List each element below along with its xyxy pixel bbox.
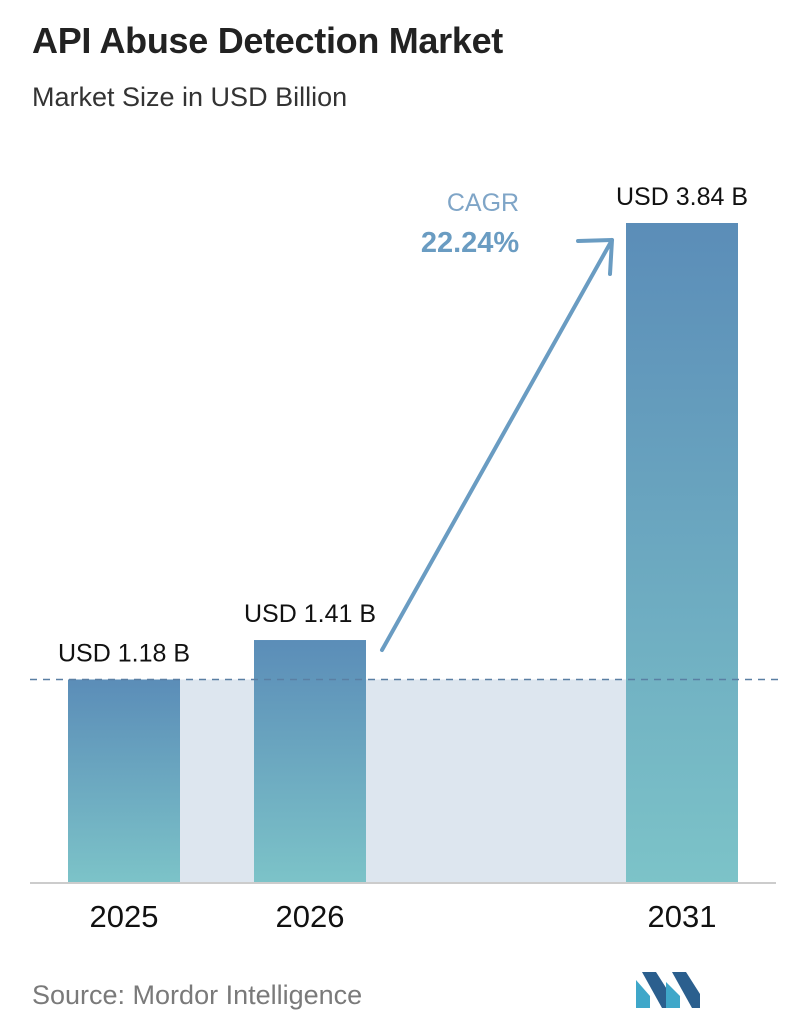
bar-2025	[68, 679, 180, 882]
chart-subtitle: Market Size in USD Billion	[32, 82, 348, 112]
cagr-label: CAGR	[447, 189, 519, 217]
bar-2031	[626, 223, 738, 882]
reference-band	[180, 679, 626, 882]
data-label-2026: USD 1.41 B	[244, 600, 376, 628]
x-tick-2026: 2026	[276, 899, 345, 934]
data-label-2025: USD 1.18 B	[58, 639, 190, 667]
source-note: Source: Mordor Intelligence	[32, 980, 363, 1010]
cagr-value: 22.24%	[421, 227, 520, 259]
x-tick-2031: 2031	[648, 899, 717, 934]
x-tick-2025: 2025	[90, 899, 159, 934]
cagr-arrow-head	[576, 238, 614, 276]
chart-title: API Abuse Detection Market	[32, 20, 503, 61]
data-label-2031: USD 3.84 B	[616, 183, 748, 211]
bar-2026	[254, 640, 366, 882]
mordor-intelligence-logo-icon	[636, 972, 700, 1008]
cagr-arrow-shaft	[380, 238, 614, 653]
cagr-arrow	[380, 238, 614, 653]
